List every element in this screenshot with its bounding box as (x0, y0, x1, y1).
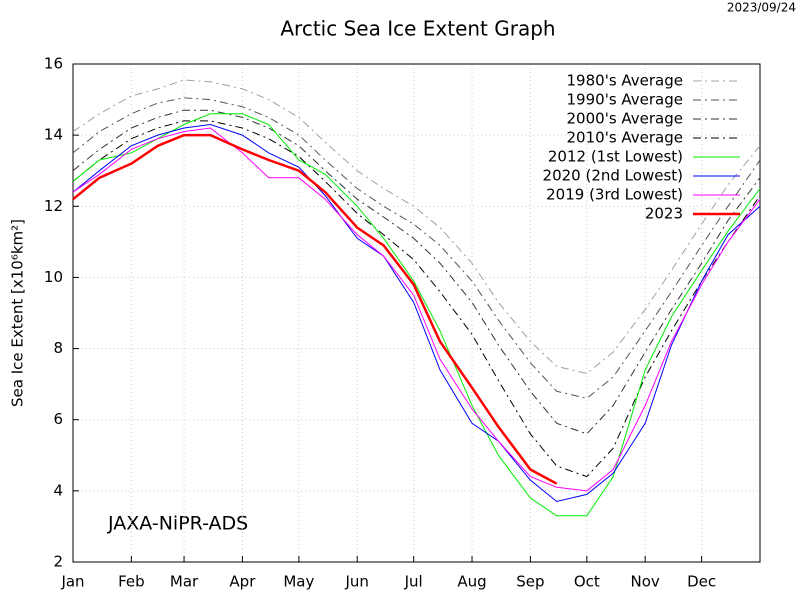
x-tick-label: Jan (60, 573, 84, 591)
y-tick-label: 12 (44, 197, 63, 215)
series-line (72, 123, 761, 503)
x-tick-label: Aug (457, 573, 486, 591)
annotation: JAXA-NiPR-ADS (107, 513, 248, 535)
legend-label: 2000's Average (567, 110, 683, 128)
series-line (72, 109, 761, 435)
legend-label: 2023 (645, 205, 683, 223)
series-line (72, 127, 761, 492)
y-tick-label: 4 (53, 481, 63, 499)
legend-label: 2020 (2nd Lowest) (543, 167, 683, 185)
series-line (72, 79, 761, 375)
x-tick-label: Oct (574, 573, 600, 591)
plot-frame (72, 63, 761, 563)
x-tick-label: May (283, 573, 314, 591)
series-line (72, 113, 761, 517)
legend-label: 2012 (1st Lowest) (548, 148, 683, 166)
y-tick-label: 8 (53, 339, 63, 357)
x-tick-label: Dec (687, 573, 716, 591)
series-line (72, 120, 761, 478)
legend-label: 2019 (3rd Lowest) (546, 186, 683, 204)
series-line (72, 133, 558, 485)
x-tick-label: Jun (344, 573, 368, 591)
date: 2023/09/24 (727, 1, 796, 15)
y-axis-label: Sea Ice Extent [x10⁶km²] (9, 219, 27, 407)
y-tick-label: 10 (44, 268, 63, 286)
y-tick-label: 2 (53, 553, 63, 571)
y-tick-label: 14 (44, 126, 63, 144)
x-tick-label: Sep (516, 573, 544, 591)
chart-title: Arctic Sea Ice Extent Graph (280, 17, 555, 41)
x-tick-label: Nov (631, 573, 660, 591)
legend-label: 2010's Average (567, 129, 683, 147)
x-tick-label: Apr (229, 573, 256, 591)
x-tick-label: Mar (170, 573, 199, 591)
x-tick-label: Jul (404, 573, 423, 591)
y-tick-label: 6 (53, 410, 63, 428)
legend-label: 1980's Average (567, 72, 683, 90)
y-tick-label: 16 (44, 55, 63, 73)
x-tick-label: Feb (118, 573, 145, 591)
legend-label: 1990's Average (567, 91, 683, 109)
